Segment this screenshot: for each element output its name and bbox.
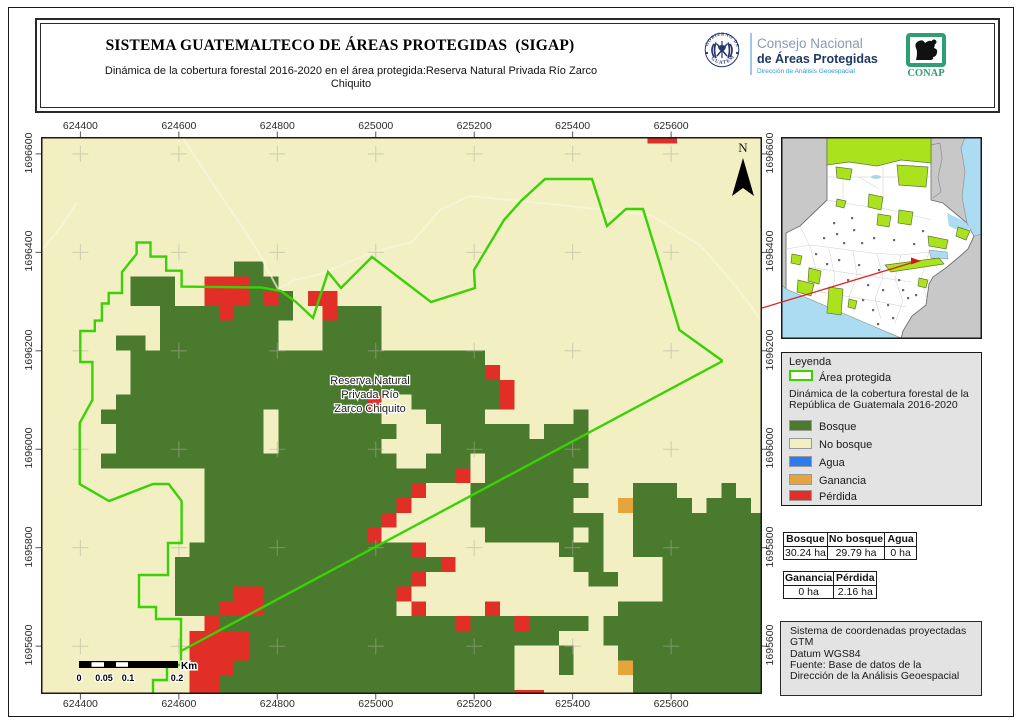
svg-text:Zarco Chiquito: Zarco Chiquito <box>334 403 406 415</box>
svg-text:CONAP: CONAP <box>907 68 945 79</box>
svg-text:Dirección de Análisis Geoespac: Dirección de Análisis Geoespacial <box>757 68 855 75</box>
svg-text:Consejo Nacional: Consejo Nacional <box>757 36 863 51</box>
svg-text:Reserva Natural: Reserva Natural <box>330 375 409 387</box>
svg-text:Privada Río: Privada Río <box>341 389 398 401</box>
svg-text:Privada Río: Privada Río <box>341 389 398 401</box>
svg-text:0.2: 0.2 <box>171 673 184 683</box>
svg-text:0.1: 0.1 <box>122 673 135 683</box>
svg-text:0: 0 <box>76 673 81 683</box>
svg-text:Reserva Natural: Reserva Natural <box>330 375 409 387</box>
svg-text:0.05: 0.05 <box>95 673 113 683</box>
svg-text:0.2: 0.2 <box>171 673 184 683</box>
svg-text:Zarco Chiquito: Zarco Chiquito <box>334 403 406 415</box>
svg-text:Km: Km <box>181 661 197 672</box>
svg-text:0.05: 0.05 <box>95 673 113 683</box>
svg-text:N: N <box>738 140 748 155</box>
svg-text:de Áreas Protegidas: de Áreas Protegidas <box>757 51 878 66</box>
svg-text:Km: Km <box>181 661 197 672</box>
svg-text:0.1: 0.1 <box>122 673 135 683</box>
svg-text:0: 0 <box>76 673 81 683</box>
